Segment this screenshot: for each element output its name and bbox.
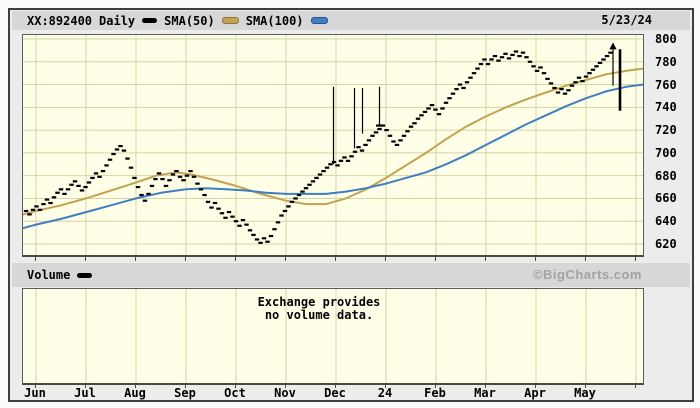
price-axis-tick [635, 257, 636, 261]
volume-swatch-icon [77, 272, 93, 278]
volume-panel: Exchange provides no volume data. [22, 288, 644, 385]
series-line-sma100 [23, 83, 643, 230]
price-chart-svg [23, 35, 643, 255]
sma50-label: SMA(50) [164, 13, 215, 28]
time-axis-tick [485, 384, 486, 388]
time-axis-tick [135, 384, 136, 388]
month-label-mar: Mar [474, 386, 496, 400]
no-volume-message-line2: no volume data. [264, 308, 374, 322]
time-axis-tick [335, 384, 336, 388]
header-band: XX:892400 Daily SMA(50) SMA(100) 5/23/24 [12, 11, 690, 30]
bigcharts-watermark: ©BigCharts.com [532, 267, 642, 282]
up-arrow-icon [609, 42, 617, 50]
price-tick-label: 680 [655, 168, 677, 183]
month-label-aug: Aug [124, 386, 146, 400]
month-label-feb: Feb [424, 386, 446, 400]
no-volume-message: Exchange provides no volume data. [23, 296, 615, 322]
price-tick-label: 780 [655, 54, 677, 69]
price-axis-tick [85, 257, 86, 261]
time-axis-tick [285, 384, 286, 388]
chart-legend: XX:892400 Daily SMA(50) SMA(100) [12, 14, 328, 28]
sma100-label: SMA(100) [245, 13, 304, 28]
chart-frame: XX:892400 Daily SMA(50) SMA(100) 5/23/24… [8, 8, 694, 402]
price-axis-tick [485, 257, 486, 261]
time-axis-tick [435, 384, 436, 388]
month-label-24: 24 [377, 386, 393, 400]
price-axis-tick [435, 257, 436, 261]
price-axis-tick [335, 257, 336, 261]
price-axis-tick [285, 257, 286, 261]
no-volume-message-line1: Exchange provides [257, 295, 381, 309]
month-label-sep: Sep [174, 386, 196, 400]
price-axis-tick [585, 257, 586, 261]
month-label-dec: Dec [324, 386, 346, 400]
volume-panel-svg [35, 289, 637, 383]
month-label-oct: Oct [224, 386, 246, 400]
time-axis-tick [585, 384, 586, 388]
sma50-swatch-icon [221, 17, 239, 24]
price-tick-label: 620 [655, 237, 677, 251]
price-tick-label: 660 [655, 191, 677, 206]
price-tick-label: 760 [655, 77, 677, 92]
price-tick-label: 720 [655, 123, 677, 138]
month-label-nov: Nov [274, 386, 296, 400]
quote-date-label: 5/23/24 [601, 13, 652, 27]
daily-series-swatch-icon [142, 18, 158, 23]
interval-label: Daily [99, 13, 136, 28]
price-axis-tick [535, 257, 536, 261]
month-label-may: May [574, 386, 596, 400]
price-axis-tick [235, 257, 236, 261]
volume-label: Volume [27, 268, 71, 282]
price-tick-label: 640 [655, 214, 677, 229]
series-line-sma50 [23, 67, 643, 216]
month-label-jul: Jul [74, 386, 96, 400]
price-axis-tick [135, 257, 136, 261]
symbol-label: XX:892400 [27, 13, 93, 28]
month-label-jun: Jun [24, 386, 46, 400]
price-chart-panel [22, 34, 644, 257]
price-tick-label: 700 [655, 145, 677, 160]
time-axis-tick [35, 384, 36, 388]
time-axis-tick [85, 384, 86, 388]
time-axis-tick [235, 384, 236, 388]
time-axis-tick [185, 384, 186, 388]
sma100-swatch-icon [310, 17, 328, 24]
time-axis-tick [635, 384, 636, 388]
month-label-apr: Apr [524, 386, 546, 400]
price-axis-tick [385, 257, 386, 261]
volume-legend: Volume [12, 268, 93, 282]
price-axis-tick [35, 257, 36, 261]
price-tick-label: 740 [655, 100, 677, 115]
price-axis-tick [185, 257, 186, 261]
time-axis-tick [535, 384, 536, 388]
price-tick-label: 800 [655, 32, 677, 46]
volume-band: Volume ©BigCharts.com [12, 263, 690, 287]
time-axis-tick [385, 384, 386, 388]
